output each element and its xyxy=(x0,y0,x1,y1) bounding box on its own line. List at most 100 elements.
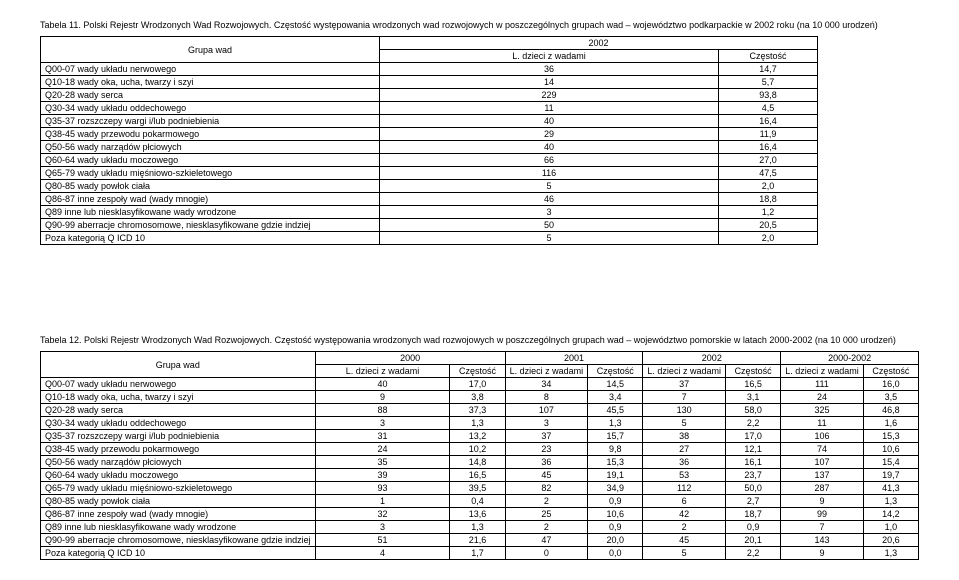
row-freq: 1,3 xyxy=(450,521,505,534)
table-row: Q90-99 aberracje chromosomowe, niesklasy… xyxy=(41,534,919,547)
row-label: Q89 inne lub niesklasyfikowane wady wrod… xyxy=(41,521,316,534)
row-count: 5 xyxy=(643,547,726,560)
row-label: Q38-45 wady przewodu pokarmowego xyxy=(41,128,380,141)
row-label: Q10-18 wady oka, ucha, twarzy i szyi xyxy=(41,391,316,404)
row-freq: 3,5 xyxy=(863,391,918,404)
row-count: 42 xyxy=(643,508,726,521)
row-label: Q86-87 inne zespoły wad (wady mnogie) xyxy=(41,193,380,206)
row-label: Q60-64 wady układu moczowego xyxy=(41,154,380,167)
row-label: Q90-99 aberracje chromosomowe, niesklasy… xyxy=(41,534,316,547)
table-row: Q65-79 wady układu mięśniowo-szkieletowe… xyxy=(41,482,919,495)
table2-headrow1: Grupa wad 2000 2001 2002 2000-2002 xyxy=(41,352,919,365)
table1-group-header: Grupa wad xyxy=(41,37,380,63)
table-row: Q65-79 wady układu mięśniowo-szkieletowe… xyxy=(41,167,818,180)
row-count: 37 xyxy=(643,378,726,391)
table-row: Q10-18 wady oka, ucha, twarzy i szyi93,8… xyxy=(41,391,919,404)
row-label: Q90-99 aberracje chromosomowe, niesklasy… xyxy=(41,219,380,232)
row-freq: 93,8 xyxy=(719,89,818,102)
row-label: Q35-37 rozszczepy wargi i/lub podniebien… xyxy=(41,430,316,443)
row-freq: 13,6 xyxy=(450,508,505,521)
table-row: Q80-85 wady powłok ciała10,420,962,791,3 xyxy=(41,495,919,508)
table2-col-count-0: L. dzieci z wadami xyxy=(315,365,450,378)
row-count: 7 xyxy=(643,391,726,404)
row-freq: 0,0 xyxy=(588,547,643,560)
row-freq: 16,0 xyxy=(863,378,918,391)
row-freq: 2,0 xyxy=(719,232,818,245)
table2-col-count-1: L. dzieci z wadami xyxy=(505,365,588,378)
table2-year-3: 2000-2002 xyxy=(781,352,919,365)
row-label: Q60-64 wady układu moczowego xyxy=(41,469,316,482)
row-count: 112 xyxy=(643,482,726,495)
row-label: Poza kategorią Q ICD 10 xyxy=(41,547,316,560)
row-freq: 3,1 xyxy=(725,391,780,404)
row-freq: 11,9 xyxy=(719,128,818,141)
row-count: 40 xyxy=(380,115,719,128)
row-count: 37 xyxy=(505,430,588,443)
row-freq: 20,0 xyxy=(588,534,643,547)
row-count: 93 xyxy=(315,482,450,495)
row-freq: 14,8 xyxy=(450,456,505,469)
table-row: Q50-56 wady narządów płciowych3514,83615… xyxy=(41,456,919,469)
row-count: 24 xyxy=(781,391,864,404)
row-freq: 34,9 xyxy=(588,482,643,495)
table1-year-header: 2002 xyxy=(380,37,818,50)
row-freq: 37,3 xyxy=(450,404,505,417)
row-count: 8 xyxy=(505,391,588,404)
row-freq: 5,7 xyxy=(719,76,818,89)
row-count: 11 xyxy=(380,102,719,115)
row-freq: 14,2 xyxy=(863,508,918,521)
table2-group-header: Grupa wad xyxy=(41,352,316,378)
row-count: 36 xyxy=(643,456,726,469)
row-label: Q30-34 wady układu oddechowego xyxy=(41,417,316,430)
table-row: Q60-64 wady układu moczowego6627,0 xyxy=(41,154,818,167)
table2-col-freq-3: Częstość xyxy=(863,365,918,378)
row-freq: 3,8 xyxy=(450,391,505,404)
row-freq: 16,5 xyxy=(450,469,505,482)
row-count: 36 xyxy=(380,63,719,76)
row-label: Q80-85 wady powłok ciała xyxy=(41,180,380,193)
row-label: Q35-37 rozszczepy wargi i/lub podniebien… xyxy=(41,115,380,128)
row-label: Q20-28 wady serca xyxy=(41,404,316,417)
table-row: Q86-87 inne zespoły wad (wady mnogie)321… xyxy=(41,508,919,521)
table2-col-freq-1: Częstość xyxy=(588,365,643,378)
row-count: 0 xyxy=(505,547,588,560)
table-row: Poza kategorią Q ICD 1052,0 xyxy=(41,232,818,245)
table2-year-0: 2000 xyxy=(315,352,505,365)
row-freq: 20,5 xyxy=(719,219,818,232)
row-count: 74 xyxy=(781,443,864,456)
row-freq: 1,6 xyxy=(863,417,918,430)
table-row: Q90-99 aberracje chromosomowe, niesklasy… xyxy=(41,219,818,232)
table2: Grupa wad 2000 2001 2002 2000-2002 L. dz… xyxy=(40,351,919,560)
table-row: Q00-07 wady układu nerwowego4017,03414,5… xyxy=(41,378,919,391)
row-freq: 16,4 xyxy=(719,141,818,154)
row-freq: 46,8 xyxy=(863,404,918,417)
row-count: 40 xyxy=(315,378,450,391)
row-freq: 47,5 xyxy=(719,167,818,180)
row-count: 45 xyxy=(505,469,588,482)
row-count: 46 xyxy=(380,193,719,206)
row-freq: 18,8 xyxy=(719,193,818,206)
row-freq: 2,2 xyxy=(725,417,780,430)
row-freq: 2,2 xyxy=(725,547,780,560)
row-freq: 1,3 xyxy=(450,417,505,430)
row-count: 27 xyxy=(643,443,726,456)
row-freq: 1,3 xyxy=(863,547,918,560)
table-row: Q10-18 wady oka, ucha, twarzy i szyi145,… xyxy=(41,76,818,89)
row-count: 143 xyxy=(781,534,864,547)
row-freq: 1,3 xyxy=(588,417,643,430)
table-row: Q30-34 wady układu oddechowego114,5 xyxy=(41,102,818,115)
row-count: 99 xyxy=(781,508,864,521)
row-freq: 1,3 xyxy=(863,495,918,508)
row-label: Q65-79 wady układu mięśniowo-szkieletowe… xyxy=(41,167,380,180)
row-freq: 17,0 xyxy=(725,430,780,443)
row-label: Q80-85 wady powłok ciała xyxy=(41,495,316,508)
row-freq: 14,7 xyxy=(719,63,818,76)
row-freq: 2,7 xyxy=(725,495,780,508)
row-count: 4 xyxy=(315,547,450,560)
table2-col-count-3: L. dzieci z wadami xyxy=(781,365,864,378)
row-count: 137 xyxy=(781,469,864,482)
row-freq: 16,5 xyxy=(725,378,780,391)
table-row: Q86-87 inne zespoły wad (wady mnogie)461… xyxy=(41,193,818,206)
row-freq: 10,2 xyxy=(450,443,505,456)
row-count: 82 xyxy=(505,482,588,495)
